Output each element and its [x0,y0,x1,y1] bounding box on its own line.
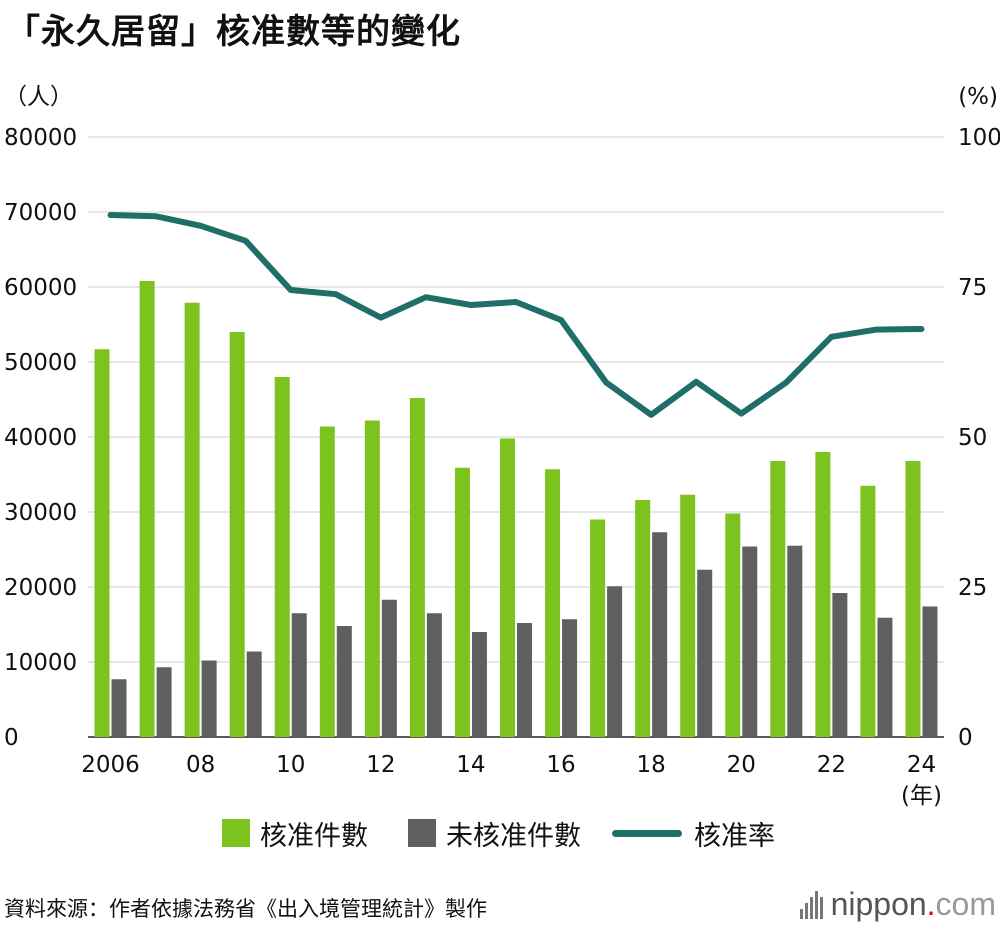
bar-rejected [336,626,352,737]
legend-swatch-rejected [408,819,436,847]
x-tick-label: 20 [727,752,756,778]
legend-label-approved: 核准件數 [260,820,368,852]
bar-rejected [246,651,262,737]
rate-line-layer [107,212,925,418]
bar-approved [905,461,921,737]
bar-approved [139,281,155,737]
bar-approved [94,349,110,737]
bar-approved [409,398,425,737]
y-left-tick-label: 30000 [4,500,77,526]
chart-area: 8000070000600005000040000300002000010000… [4,84,1000,809]
x-tick-label: 10 [276,752,305,778]
bar-rejected [787,545,803,737]
legend-label-rate: 核准率 [694,820,775,852]
bar-rejected [832,593,848,737]
bar-approved [274,377,290,737]
bar-rejected [111,679,127,737]
bar-rejected [742,546,758,737]
bars [94,281,938,737]
chart-title: 「永久居留」核准數等的變化 [6,12,461,52]
legend-swatch-approved [222,819,250,847]
bar-rejected [877,617,893,737]
x-unit-label: (年) [901,783,942,809]
y-left-unit-label: （人） [4,84,73,110]
bar-approved [680,494,696,737]
x-tick-label: 14 [456,752,485,778]
bar-approved [590,519,606,737]
x-tick-label: 2006 [81,752,140,778]
x-tick-label: 22 [817,752,846,778]
bar-approved [545,469,561,737]
bar-rejected [201,660,217,737]
y-left-tick-label: 50000 [4,350,77,376]
bar-rejected [652,532,668,737]
x-tick-label: 08 [186,752,215,778]
bar-rejected [471,632,487,737]
legend-item-rejected: 未核准件數 [408,808,581,858]
y-right-tick-label: 50 [958,425,987,451]
x-tick-label: 18 [637,752,666,778]
bar-approved [319,426,335,737]
bar-rejected [381,599,397,737]
x-tick-label: 16 [546,752,575,778]
bar-approved [184,302,200,737]
bar-approved [500,438,515,737]
bar-approved [635,500,651,737]
brand-logo: nippon. com [799,886,996,923]
y-left-tick-label: 60000 [4,275,77,301]
y-left-tick-label: 40000 [4,425,77,451]
bar-approved [860,485,876,737]
y-right-unit-label: (%) [958,84,998,110]
brand-tld: com [935,886,996,922]
bar-rejected [156,667,172,737]
legend-item-approved: 核准件數 [222,808,368,858]
bar-rejected [562,619,578,737]
legend-label-rejected: 未核准件數 [446,820,581,852]
bar-approved [229,332,245,737]
legend-item-rate: 核准率 [612,808,775,858]
bar-rejected [607,586,623,737]
legend: 核准件數 未核准件數 核准率 [0,808,1000,858]
brand-bars-icon [799,890,823,919]
bar-approved [364,420,380,737]
bar-rejected [922,606,938,737]
y-right-tick-label: 25 [958,575,987,601]
bar-approved [770,461,786,737]
bar-rejected [291,613,307,737]
bar-approved [815,452,831,737]
bar-rejected [697,569,713,737]
y-left-tick-label: 70000 [4,200,77,226]
y-left-tick-label: 20000 [4,575,77,601]
x-tick-label: 12 [366,752,395,778]
legend-line-rate [612,829,682,837]
y-right-tick-label: 0 [958,725,973,751]
axes: 8000070000600005000040000300002000010000… [4,84,1000,809]
bar-approved [454,467,470,737]
brand-dot: . [926,886,936,922]
source-note: 資料來源：作者依據法務省《出入境管理統計》製作 [4,897,487,921]
y-left-tick-label: 10000 [4,650,77,676]
y-right-tick-label: 75 [958,275,987,301]
bar-rejected [517,623,532,737]
brand-name: nippon [830,886,927,922]
y-left-tick-label: 0 [4,725,19,751]
bar-rejected [426,613,442,737]
x-tick-label: 24 [907,752,936,778]
y-left-tick-label: 80000 [4,125,77,151]
rate-line [107,212,925,418]
y-right-tick-label: 100 [958,125,1000,151]
bar-approved [725,513,741,737]
